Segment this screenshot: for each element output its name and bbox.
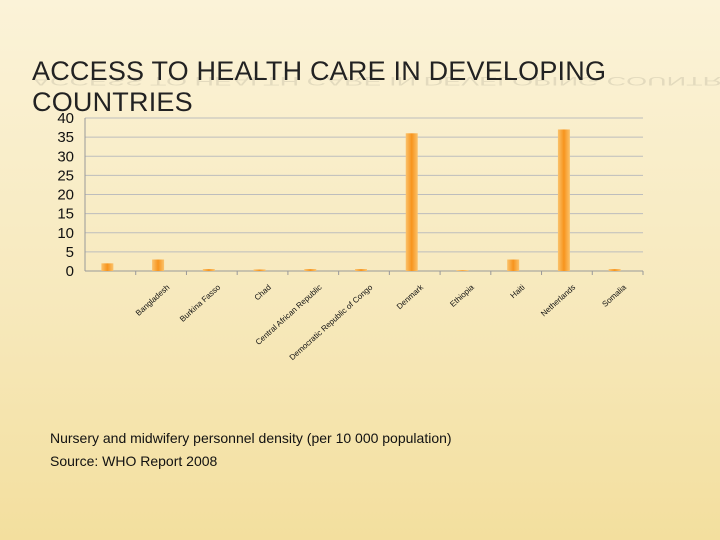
y-tick-label: 10 (57, 225, 74, 242)
x-tick-label: Bangladesh (134, 283, 171, 318)
bar (253, 269, 266, 271)
bar (456, 270, 469, 271)
y-tick-label: 35 (57, 129, 74, 146)
bar (355, 269, 367, 271)
x-tick-label: Haiti (509, 283, 527, 301)
y-tick-label: 20 (57, 187, 74, 204)
x-tick-label: Ethiopia (448, 282, 476, 308)
bar (405, 133, 418, 271)
x-tick-label: Chad (253, 283, 273, 302)
bar-chart: 0 5 10 15 20 25 30 35 40 Bangladesh Burkina Fasso C… (57, 110, 644, 362)
y-tick-label: 40 (57, 110, 74, 127)
y-tick-label: 30 (57, 148, 74, 165)
x-tick-label: Burkina Fasso (178, 282, 222, 323)
caption-source: Source: WHO Report 2008 (50, 453, 218, 469)
bar (202, 269, 215, 271)
y-tick-label: 15 (57, 206, 74, 223)
bar (101, 263, 114, 271)
y-tick-label: 0 (66, 263, 74, 280)
x-tick-label: Netherlands (539, 283, 577, 319)
x-tick-label: Denmark (395, 282, 426, 311)
slide-title-reflection: ACCESS TO HEALTH CARE IN DEVELOPING COUN… (32, 74, 720, 89)
x-tick-label: Democratic Republic of Congo (288, 282, 375, 362)
bar (557, 129, 570, 271)
slide-title: ACCESS TO HEALTH CARE IN DEVELOPING COUN… (32, 56, 607, 117)
x-tick-label: Somalia (600, 282, 628, 308)
y-tick-label: 25 (57, 167, 74, 184)
bar (152, 259, 165, 271)
y-tick-label: 5 (66, 244, 74, 261)
bar (608, 269, 621, 271)
bar (304, 269, 317, 271)
bar (507, 259, 520, 271)
caption-description: Nursery and midwifery personnel density … (50, 430, 452, 446)
